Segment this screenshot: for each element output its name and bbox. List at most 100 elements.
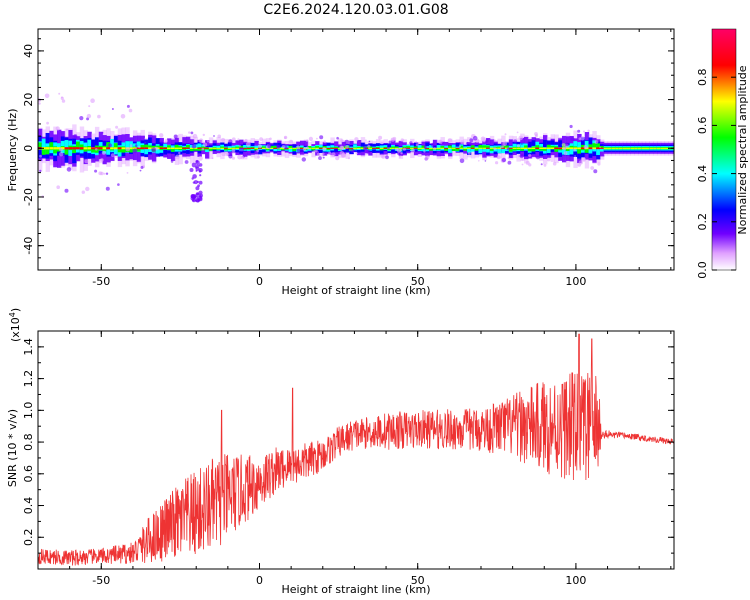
heatmap-cell	[246, 147, 252, 149]
heatmap-cell	[281, 148, 286, 151]
heatmap-cell	[228, 154, 233, 159]
heatmap-cell	[144, 144, 149, 148]
heatmap-cell	[367, 144, 371, 148]
heatmap-cell	[64, 188, 69, 193]
heatmap-cell	[535, 145, 540, 150]
heatmap-cell	[334, 147, 339, 149]
heatmap-cell	[313, 150, 316, 153]
heatmap-cell	[216, 147, 221, 150]
heatmap-cell	[504, 133, 507, 136]
heatmap-cell	[206, 140, 209, 143]
heatmap-cell	[531, 147, 537, 149]
heatmap-cell	[140, 166, 144, 169]
heatmap-cell	[111, 108, 114, 110]
heatmap-cell	[75, 147, 81, 150]
heatmap-cell	[597, 162, 601, 166]
heatmap-cell	[288, 145, 293, 149]
heatmap-cell	[220, 146, 225, 149]
heatmap-cell	[375, 147, 381, 149]
heatmap-cell	[570, 137, 575, 142]
heatmap-cell	[235, 147, 240, 149]
heatmap-cell	[221, 151, 226, 157]
heatmap-cell	[164, 139, 168, 143]
heatmap-cell	[216, 147, 221, 149]
heatmap-cell	[299, 147, 305, 149]
heatmap-cell	[273, 147, 278, 149]
heatmap-cell	[501, 157, 507, 163]
heatmap-cell	[190, 131, 194, 135]
heatmap-cell	[192, 133, 198, 139]
heatmap-cell	[245, 141, 251, 147]
heatmap-cell	[379, 147, 385, 151]
heatmap-cell	[72, 145, 77, 154]
heatmap-cell	[543, 148, 548, 151]
heatmap-cell	[501, 145, 504, 149]
heatmap-cell	[410, 148, 415, 153]
heatmap-cell	[273, 145, 278, 149]
heatmap-cell	[159, 147, 164, 150]
heatmap-cell	[622, 147, 628, 149]
heatmap-cell	[590, 166, 595, 170]
heatmap-cell	[193, 147, 199, 149]
snr-series-line	[38, 333, 674, 566]
heatmap-cell	[267, 144, 272, 149]
heatmap-cell	[519, 153, 524, 159]
heatmap-cell	[455, 147, 461, 149]
heatmap-cell	[64, 148, 69, 155]
heatmap-cell	[257, 144, 262, 149]
heatmap-cell	[257, 155, 260, 159]
heatmap-cell	[105, 172, 109, 175]
heatmap-cell	[368, 147, 373, 149]
heatmap-cell	[448, 146, 453, 153]
heatmap-cell	[44, 93, 50, 99]
heatmap-cell	[516, 147, 521, 149]
heatmap-cell	[117, 183, 120, 186]
heatmap-cell	[507, 157, 510, 159]
heatmap-cell	[484, 160, 487, 162]
heatmap-cell	[423, 150, 426, 153]
heatmap-cell	[478, 160, 480, 162]
heatmap-cell	[470, 145, 476, 150]
heatmap-cell	[577, 129, 581, 133]
heatmap-cell	[107, 143, 113, 148]
heatmap-cell	[444, 147, 449, 149]
heatmap-cell	[121, 146, 126, 153]
heatmap-cell	[136, 147, 142, 150]
heatmap-cell	[121, 147, 126, 150]
heatmap-cell	[136, 148, 142, 152]
heatmap-cell	[258, 147, 263, 149]
heatmap-cell	[178, 151, 181, 155]
x-tick-label: -50	[92, 275, 110, 288]
heatmap-cell	[385, 155, 389, 160]
heatmap-cell	[540, 163, 543, 166]
heatmap-cell	[664, 147, 669, 149]
heatmap-cell	[129, 144, 133, 148]
heatmap-cell	[110, 138, 115, 153]
heatmap-cell	[524, 145, 529, 149]
heatmap-cell	[262, 146, 267, 149]
heatmap-cell	[38, 98, 41, 103]
heatmap-cell	[65, 128, 69, 131]
heatmap-cell	[192, 174, 197, 179]
heatmap-cell	[388, 140, 392, 144]
heatmap-cell	[308, 136, 313, 141]
heatmap-cell	[486, 147, 491, 149]
heatmap-cell	[236, 141, 241, 145]
heatmap-cell	[217, 134, 221, 139]
heatmap-cell	[356, 146, 362, 149]
heatmap-cell	[254, 148, 259, 151]
heatmap-cell	[196, 198, 200, 203]
heatmap-cell	[163, 143, 168, 150]
heatmap-cell	[208, 148, 214, 151]
colorbar-label: Normalized spectral amplitude	[736, 65, 749, 234]
heatmap-cell	[580, 136, 585, 141]
heatmap-cell	[341, 146, 347, 149]
snr-frame	[37, 330, 675, 570]
heatmap-cell	[482, 139, 486, 143]
heatmap-cell	[132, 147, 138, 150]
heatmap-cell	[588, 144, 593, 149]
heatmap-cell	[588, 147, 593, 150]
y-tick-label: 1.0	[22, 402, 35, 420]
heatmap-cell	[563, 151, 568, 156]
heatmap-cell	[459, 147, 464, 149]
